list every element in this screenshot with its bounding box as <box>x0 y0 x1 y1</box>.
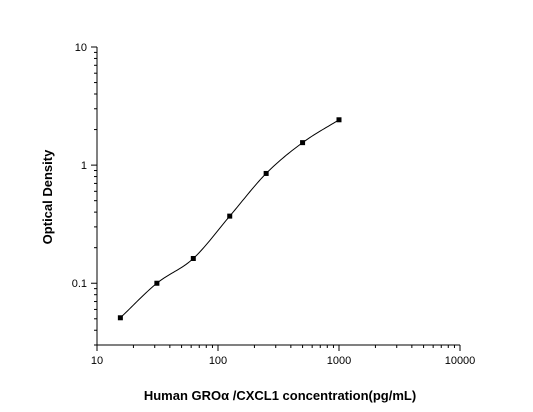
x-tick-label: 100 <box>209 355 227 367</box>
x-tick-label: 10000 <box>445 355 476 367</box>
axes <box>91 46 461 351</box>
y-tick-label: 1 <box>81 160 87 172</box>
data-point <box>263 170 269 176</box>
y-tick-label: 0.1 <box>72 278 87 290</box>
tick-labels-layer: 10 100 1000 10000 0.1 1 10 <box>72 42 476 367</box>
y-axis-title: Optical Density <box>40 149 55 244</box>
fit-curve-layer <box>120 119 340 319</box>
data-point <box>336 117 342 123</box>
data-point <box>300 140 306 146</box>
x-tick-label: 1000 <box>327 355 351 367</box>
y-tick-label: 10 <box>75 42 87 54</box>
data-point <box>117 315 123 321</box>
fit-curve <box>120 119 340 319</box>
data-point <box>154 280 160 286</box>
data-points-layer <box>117 117 342 321</box>
x-tick-label: 10 <box>91 355 103 367</box>
x-axis-title: Human GROα /CXCL1 concentration(pg/mL) <box>144 388 416 403</box>
data-point <box>190 255 196 261</box>
data-point <box>227 213 233 219</box>
